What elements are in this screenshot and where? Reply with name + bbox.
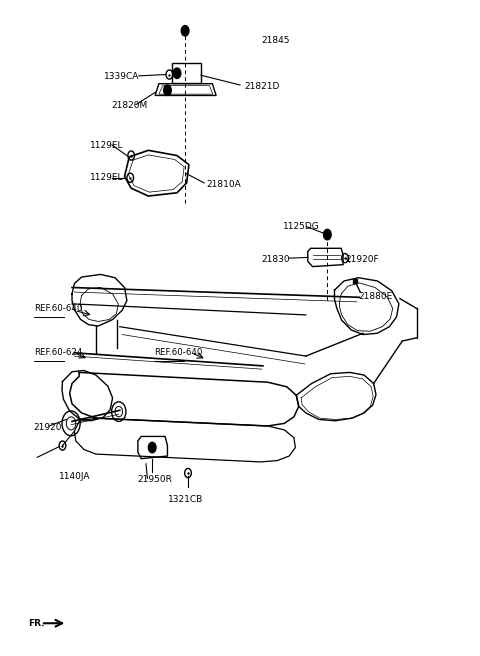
Text: FR.: FR. [28, 619, 44, 628]
Text: REF.60-640: REF.60-640 [34, 304, 82, 313]
Text: 21920: 21920 [34, 422, 62, 432]
Circle shape [164, 85, 171, 96]
Text: 1140JA: 1140JA [59, 472, 90, 482]
Circle shape [181, 26, 189, 36]
Circle shape [148, 442, 156, 453]
Text: 21950R: 21950R [137, 475, 172, 484]
Text: 21821D: 21821D [245, 82, 280, 91]
Text: REF.60-640: REF.60-640 [154, 348, 203, 358]
Text: 21810A: 21810A [206, 180, 241, 189]
Text: 1125DG: 1125DG [283, 222, 320, 232]
Text: 1339CA: 1339CA [104, 72, 139, 81]
Circle shape [173, 68, 181, 79]
Text: 21880E: 21880E [359, 292, 393, 301]
Text: 21845: 21845 [262, 36, 290, 45]
Text: 21820M: 21820M [111, 102, 147, 110]
Text: 21920F: 21920F [345, 255, 379, 264]
Text: 1129EL: 1129EL [90, 140, 123, 150]
Text: 1129EL: 1129EL [90, 173, 123, 182]
Text: 21830: 21830 [262, 255, 290, 264]
Text: 1321CB: 1321CB [168, 495, 203, 504]
Circle shape [324, 230, 331, 240]
Text: REF.60-624: REF.60-624 [34, 348, 82, 358]
